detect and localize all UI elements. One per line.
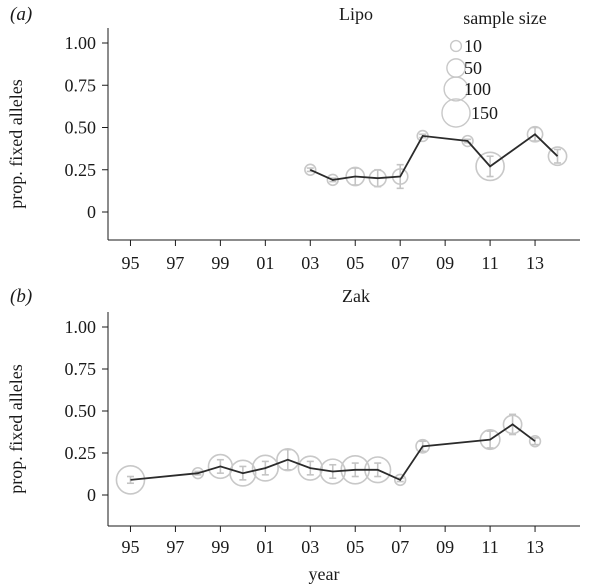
x-tick-label: 03 xyxy=(301,253,319,273)
series-line xyxy=(309,133,559,181)
data-point xyxy=(502,414,523,435)
x-tick-label: 11 xyxy=(481,253,498,273)
x-tick-label: 95 xyxy=(121,537,139,557)
chart-title: Lipo xyxy=(339,4,373,24)
data-point xyxy=(475,151,505,182)
y-tick-label: 0.75 xyxy=(65,75,97,95)
data-point xyxy=(479,429,501,451)
legend-marker xyxy=(449,39,463,53)
legend-label: 10 xyxy=(464,36,482,56)
panel-zak: (b) Zak prop. fixed alleles 1.00 0.75 0.50 0.2… xyxy=(6,286,580,584)
data-point xyxy=(528,435,542,448)
x-tick-label: 99 xyxy=(211,253,229,273)
data-point xyxy=(393,473,407,487)
data-point xyxy=(319,458,346,485)
data-point xyxy=(115,465,146,495)
legend-title: sample size xyxy=(463,8,546,28)
data-point xyxy=(229,459,257,487)
x-tick-label: 09 xyxy=(436,253,454,273)
x-axis-label: year xyxy=(309,564,340,584)
legend-label: 150 xyxy=(471,103,498,123)
x-tick-label: 07 xyxy=(391,537,409,557)
data-point xyxy=(304,163,317,176)
y-tick-label: 0.25 xyxy=(65,160,97,180)
data-point xyxy=(526,125,544,143)
y-tick-label: 0 xyxy=(87,202,96,222)
y-axis-label: prop. fixed alleles xyxy=(6,79,26,208)
y-tick-label: 0 xyxy=(87,485,96,505)
x-tick-label: 97 xyxy=(166,537,184,557)
x-tick-label: 11 xyxy=(481,537,498,557)
legend-label: 50 xyxy=(464,58,482,78)
data-point xyxy=(547,146,568,167)
legend-marker xyxy=(446,58,466,78)
x-tick-label: 01 xyxy=(256,253,274,273)
y-tick-label: 0.50 xyxy=(65,118,97,138)
x-tick-label: 13 xyxy=(526,537,544,557)
panel-label: (a) xyxy=(10,4,32,25)
y-tick-label: 0.25 xyxy=(65,443,97,463)
x-tick-label: 99 xyxy=(211,537,229,557)
x-tick-label: 07 xyxy=(391,253,409,273)
panel-label: (b) xyxy=(10,286,32,307)
data-point xyxy=(297,455,323,481)
x-tick-label: 03 xyxy=(301,537,319,557)
y-axis-label: prop. fixed alleles xyxy=(6,364,26,493)
panel-lipo: (a) Lipo prop. fixed alleles 1.00 0.75 0.50 0.… xyxy=(6,4,580,273)
series-line xyxy=(130,423,536,482)
chart-title: Zak xyxy=(342,286,370,306)
legend-marker xyxy=(441,98,471,128)
y-tick-label: 0.75 xyxy=(65,359,97,379)
legend-marker xyxy=(443,76,469,102)
x-tick-label: 05 xyxy=(346,537,364,557)
x-tick-label: 13 xyxy=(526,253,544,273)
x-tick-label: 09 xyxy=(436,537,454,557)
y-tick-label: 0.50 xyxy=(65,401,97,421)
x-tick-label: 05 xyxy=(346,253,364,273)
x-tick-label: 01 xyxy=(256,537,274,557)
legend-label: 100 xyxy=(464,79,491,99)
data-point xyxy=(276,448,300,472)
x-tick-label: 95 xyxy=(121,253,139,273)
data-point xyxy=(251,454,279,482)
x-tick-label: 97 xyxy=(166,253,184,273)
y-tick-label: 1.00 xyxy=(65,33,97,53)
y-tick-label: 1.00 xyxy=(65,317,97,337)
